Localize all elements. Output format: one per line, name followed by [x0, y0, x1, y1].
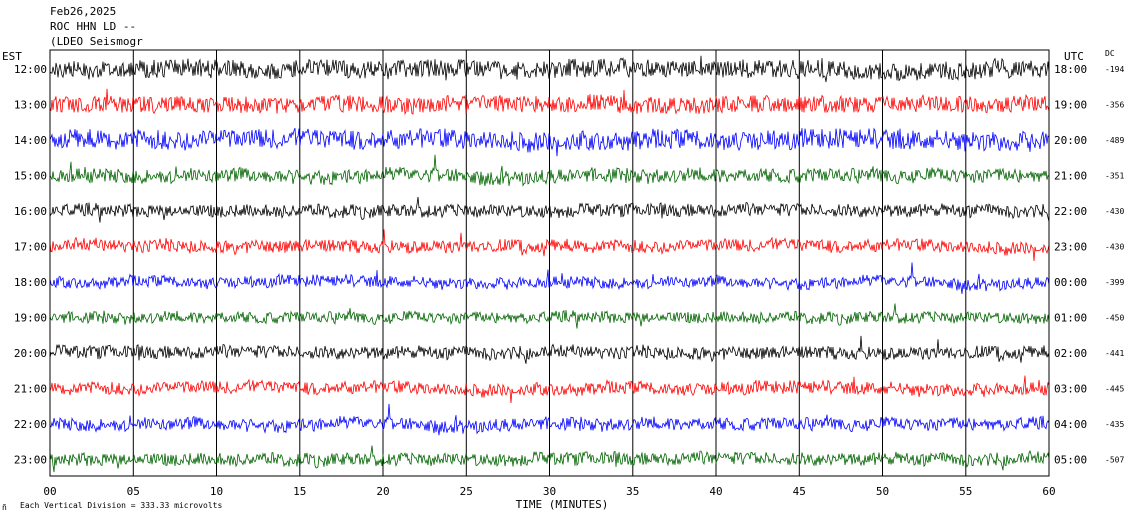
utc-label: 00:00: [1054, 276, 1087, 289]
trace-2300: [49, 445, 1050, 473]
x-tick-30: 30: [543, 485, 556, 498]
dc-title: DC: [1105, 49, 1115, 58]
trace-2100: [49, 375, 1050, 404]
dc-label: -430: [1105, 207, 1124, 216]
dc-label: -507: [1105, 456, 1124, 465]
utc-label: 04:00: [1054, 418, 1087, 431]
dc-label: -351: [1105, 172, 1124, 181]
utc-label: 02:00: [1054, 347, 1087, 360]
x-tick-25: 25: [460, 485, 473, 498]
est-label: 19:00: [14, 312, 47, 325]
header-network: (LDEO Seismogr: [50, 35, 143, 48]
trace-1800: [49, 262, 1050, 294]
dc-label: -489: [1105, 136, 1124, 145]
trace-1600: [49, 197, 1050, 223]
left-axis-title: EST: [2, 50, 22, 63]
utc-label: 21:00: [1054, 170, 1087, 183]
est-label: 15:00: [14, 170, 47, 183]
dc-label: -356: [1105, 101, 1124, 110]
header-station: ROC HHN LD --: [50, 20, 136, 33]
x-tick-20: 20: [376, 485, 389, 498]
x-tick-10: 10: [210, 485, 223, 498]
x-tick-40: 40: [709, 485, 722, 498]
footer-mark: ñ: [2, 503, 7, 512]
dc-label: -450: [1105, 314, 1124, 323]
x-axis-label: TIME (MINUTES): [516, 498, 609, 511]
x-tick-35: 35: [626, 485, 639, 498]
est-label: 21:00: [14, 383, 47, 396]
dc-label: -441: [1105, 349, 1124, 358]
trace-1400: [49, 127, 1050, 157]
trace-2200: [49, 403, 1050, 436]
plot-frame: [49, 49, 1050, 477]
trace-2000: [49, 335, 1050, 364]
trace-1500: [49, 154, 1050, 187]
trace-1300: [49, 88, 1050, 116]
dc-label: -435: [1105, 420, 1124, 429]
est-label: 22:00: [14, 418, 47, 431]
trace-1200: [49, 55, 1050, 83]
est-label: 16:00: [14, 205, 47, 218]
utc-label: 05:00: [1054, 454, 1087, 467]
utc-label: 01:00: [1054, 312, 1087, 325]
dc-label: -445: [1105, 385, 1124, 394]
dc-label: -399: [1105, 278, 1124, 287]
utc-label: 22:00: [1054, 205, 1087, 218]
est-hour-labels: 12:00 13:00 14:00 15:00 16:00 17:00 18:00 19:00…: [14, 63, 47, 467]
dc-label: -430: [1105, 243, 1124, 252]
utc-label: 19:00: [1054, 99, 1087, 112]
x-tick-45: 45: [793, 485, 806, 498]
x-tick-60: 60: [1042, 485, 1055, 498]
dc-offset-labels: -194 -356 -489 -351 -430 -430 -399 -450 -441 -445…: [1105, 65, 1124, 465]
utc-label: 23:00: [1054, 241, 1087, 254]
scale-note: Each Vertical Division = 333.33 microvol…: [20, 501, 222, 510]
x-axis-ticks: 00 05 10 15 20 25 30 35 40 45 50 55 60: [43, 485, 1055, 498]
x-tick-50: 50: [876, 485, 889, 498]
right-axis-title: UTC: [1064, 50, 1084, 63]
dc-label: -194: [1105, 65, 1124, 74]
est-label: 17:00: [14, 241, 47, 254]
seismic-traces: [49, 55, 1050, 473]
est-label: 14:00: [14, 134, 47, 147]
est-label: 12:00: [14, 63, 47, 76]
est-label: 20:00: [14, 347, 47, 360]
est-label: 23:00: [14, 454, 47, 467]
est-label: 18:00: [14, 276, 47, 289]
utc-label: 03:00: [1054, 383, 1087, 396]
x-tick-55: 55: [959, 485, 972, 498]
x-tick-15: 15: [293, 485, 306, 498]
trace-1900: [49, 303, 1050, 329]
vertical-gridlines: [132, 50, 967, 476]
est-label: 13:00: [14, 99, 47, 112]
trace-1700: [49, 229, 1050, 262]
header-date: Feb26,2025: [50, 5, 116, 18]
utc-hour-labels: 18:00 19:00 20:00 21:00 22:00 23:00 00:00 01:00…: [1054, 63, 1087, 467]
x-tick-05: 05: [127, 485, 140, 498]
utc-label: 18:00: [1054, 63, 1087, 76]
utc-label: 20:00: [1054, 134, 1087, 147]
x-tick-00: 00: [43, 485, 56, 498]
